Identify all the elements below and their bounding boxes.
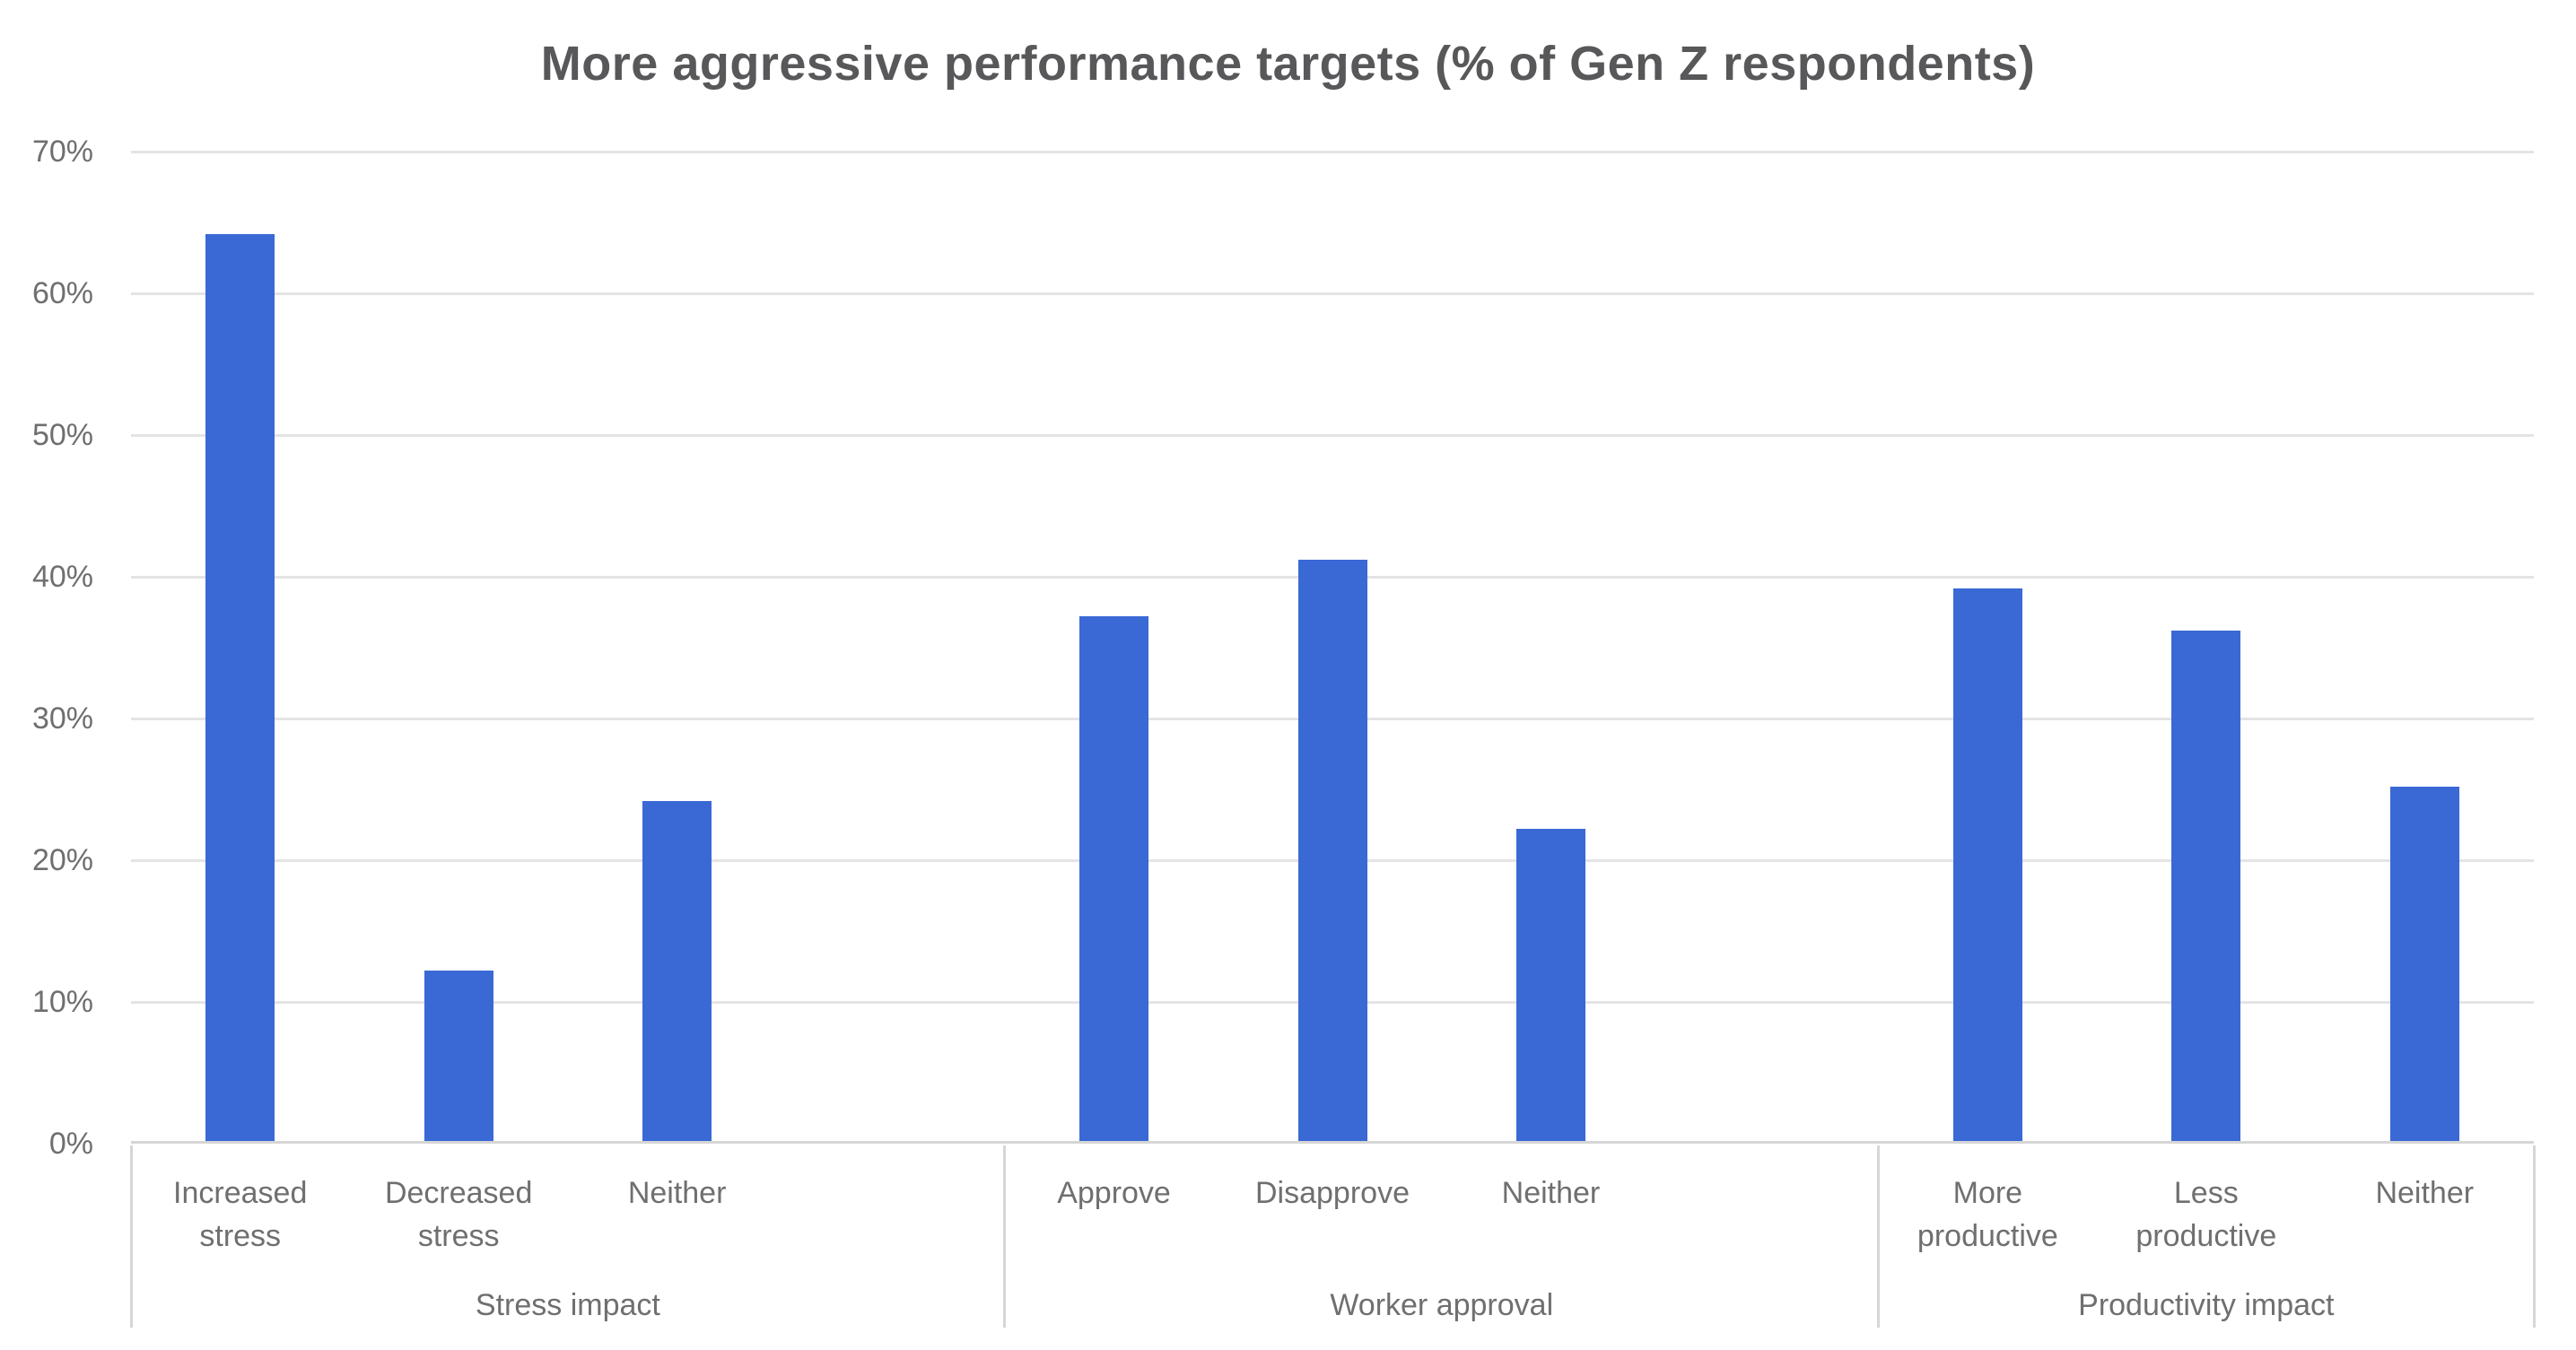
group-label: Stress impact xyxy=(475,1288,660,1322)
y-axis-tick-label: 20% xyxy=(31,843,93,877)
bar xyxy=(1515,829,1585,1141)
plot-area: 0% 10% 20% 30% 40% 50% 60% 70% Increased stress D… xyxy=(32,136,2536,1328)
category-label: Increased stress xyxy=(173,1176,308,1253)
axis-group-divider xyxy=(1877,1145,1881,1328)
bar xyxy=(205,233,275,1141)
gridline xyxy=(131,292,2534,295)
category-label: Decreased stress xyxy=(384,1176,533,1253)
axis-group-divider xyxy=(2532,1145,2536,1328)
category-label: Less productive xyxy=(2135,1176,2277,1253)
x-axis-baseline xyxy=(131,1141,2534,1144)
category-label: Disapprove xyxy=(1255,1176,1410,1210)
category-label: Neither xyxy=(627,1176,727,1210)
bar xyxy=(2389,787,2459,1141)
gridline xyxy=(131,433,2534,437)
chart-title: More aggressive performance targets (% o… xyxy=(540,37,2036,91)
category-label: Approve xyxy=(1057,1176,1171,1210)
axis-group-divider xyxy=(1003,1145,1007,1328)
category-label: Neither xyxy=(1501,1176,1601,1210)
bar xyxy=(1297,560,1367,1141)
group-label: Productivity impact xyxy=(2078,1288,2335,1322)
group-label: Worker approval xyxy=(1330,1288,1554,1322)
y-axis-tick-label: 30% xyxy=(31,701,93,736)
y-axis-tick-label: 60% xyxy=(31,276,93,310)
bar xyxy=(642,800,712,1141)
axis-group-divider xyxy=(129,1145,133,1328)
bar xyxy=(1079,616,1149,1141)
category-label: More productive xyxy=(1917,1176,2058,1253)
y-axis-tick-label: 70% xyxy=(31,135,93,169)
y-axis-tick-label: 40% xyxy=(31,560,93,594)
category-label: Neither xyxy=(2375,1176,2475,1210)
bar xyxy=(424,971,493,1141)
bar xyxy=(1952,588,2022,1141)
gridline xyxy=(131,150,2534,153)
y-axis-tick-label: 50% xyxy=(31,418,93,452)
bar xyxy=(2171,631,2241,1141)
y-axis-tick-label: 0% xyxy=(48,1127,93,1161)
y-axis-tick-label: 10% xyxy=(31,985,93,1019)
